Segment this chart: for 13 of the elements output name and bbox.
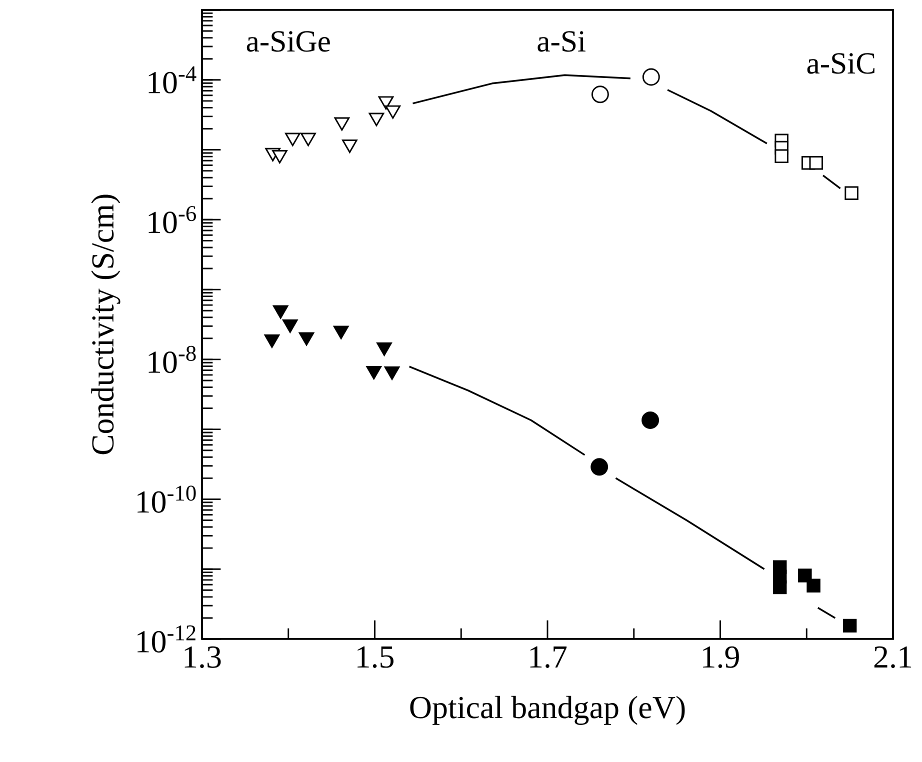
x-axis-title: Optical bandgap (eV) — [410, 696, 685, 725]
annotation: a-Si — [538, 31, 586, 52]
y-tick-label: 10$^{-4}$ — [148, 66, 196, 94]
annotation: a-SiGe — [246, 31, 330, 52]
y-axis-title: Conductivity (S/cm) — [91, 194, 120, 454]
x-tick-label: 1.5 — [358, 646, 394, 668]
y-tick-label: 10$^{-6}$ — [148, 206, 196, 234]
y-tick-label: 10$^{-10}$ — [138, 486, 196, 513]
x-tick-label: 1.9 — [703, 646, 739, 668]
x-tick-label: 2.1 — [874, 646, 912, 668]
x-tick-label: 1.7 — [530, 646, 567, 668]
annotation: a-SiC — [807, 53, 874, 74]
y-tick-label: 10$^{-8}$ — [148, 346, 196, 374]
